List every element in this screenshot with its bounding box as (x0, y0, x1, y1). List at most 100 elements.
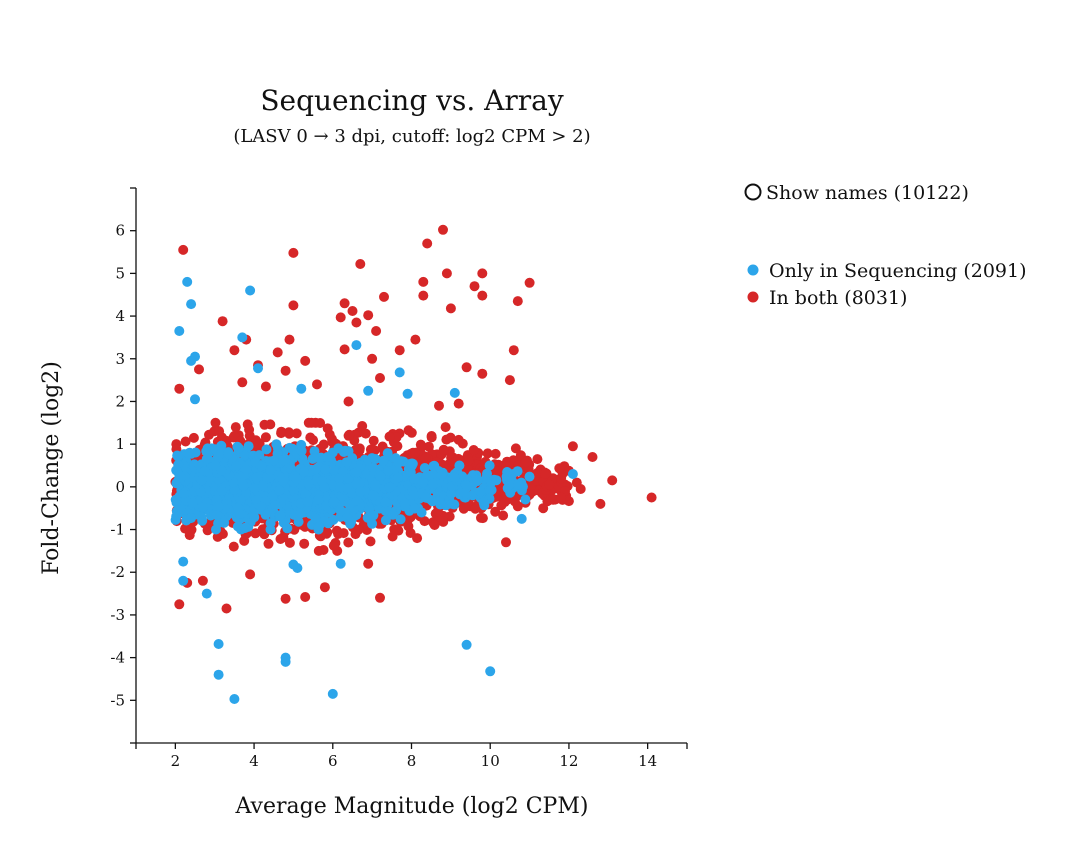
data-point (245, 569, 256, 580)
data-point (567, 469, 578, 479)
data-point (513, 479, 524, 490)
data-point (420, 453, 431, 464)
data-point (482, 448, 493, 459)
data-point (319, 582, 330, 593)
chart-subtitle: (LASV 0 → 3 dpi, cutoff: log2 CPM > 2) (233, 126, 590, 147)
data-point (343, 446, 354, 457)
data-point (496, 500, 507, 511)
data-point (482, 468, 492, 479)
data-point (394, 345, 405, 356)
data-point (284, 334, 295, 345)
data-point (409, 503, 420, 514)
data-point (394, 367, 405, 378)
data-point (393, 457, 404, 468)
y-tick-label: 2 (115, 392, 125, 410)
data-point (271, 439, 282, 450)
data-point (174, 470, 185, 481)
data-point (468, 445, 479, 455)
data-point (441, 268, 452, 279)
data-point (229, 694, 240, 704)
radio-circle-icon[interactable] (744, 183, 762, 201)
data-point (278, 517, 289, 528)
data-point (422, 238, 433, 249)
data-point (490, 506, 501, 517)
data-point (312, 379, 322, 390)
data-point (256, 501, 267, 512)
data-point (173, 451, 184, 462)
data-point (461, 639, 472, 650)
data-point (280, 593, 291, 604)
series-sequencing-only (170, 276, 578, 704)
data-point (242, 419, 253, 430)
data-point (219, 517, 230, 528)
data-point (310, 464, 321, 475)
data-point (383, 466, 394, 476)
show-names-label[interactable]: Show names (10122) (766, 182, 969, 204)
data-point (278, 475, 289, 486)
data-point (317, 476, 328, 487)
data-point (410, 334, 421, 345)
data-point (476, 512, 486, 523)
data-point (504, 375, 515, 386)
data-point (454, 460, 465, 471)
data-point (196, 511, 207, 522)
x-tick-label: 2 (171, 752, 181, 770)
data-point (341, 457, 352, 468)
data-point (461, 480, 472, 491)
data-point (508, 345, 519, 356)
data-point (368, 510, 379, 521)
data-point (172, 495, 183, 506)
data-point (520, 457, 531, 468)
data-point (190, 447, 201, 458)
data-point (363, 310, 374, 321)
data-point (355, 259, 366, 269)
data-point (477, 290, 488, 301)
data-point (438, 224, 448, 235)
data-point (486, 485, 497, 495)
data-point (223, 448, 234, 459)
plot-points (170, 224, 657, 704)
data-point (216, 465, 227, 476)
data-point (313, 521, 324, 532)
data-point (461, 362, 472, 373)
data-point (241, 464, 252, 475)
data-point (318, 545, 329, 555)
x-tick-label: 12 (559, 752, 578, 770)
data-point (295, 508, 306, 519)
data-point (363, 558, 374, 569)
data-point (408, 489, 419, 500)
data-point (418, 290, 429, 301)
data-point (253, 363, 263, 374)
data-point (288, 559, 299, 570)
data-point (280, 656, 291, 667)
data-point (283, 427, 294, 438)
data-point (380, 497, 391, 508)
data-point (449, 472, 460, 483)
data-point (532, 467, 543, 478)
data-point (556, 492, 567, 503)
data-point (418, 477, 429, 488)
data-point (211, 509, 222, 520)
data-point (260, 432, 271, 443)
data-point (343, 537, 354, 548)
data-point (428, 461, 439, 472)
data-point (221, 603, 232, 614)
data-point (380, 515, 391, 526)
data-point (210, 417, 221, 428)
data-point (607, 475, 618, 486)
x-tick-label: 14 (638, 752, 657, 770)
data-point (475, 486, 486, 497)
show-names-toggle[interactable]: Show names (10122) (744, 182, 969, 204)
data-point (544, 479, 555, 490)
data-point (182, 276, 193, 287)
data-point (300, 355, 311, 366)
data-point (250, 435, 261, 446)
data-point (261, 444, 272, 455)
data-point (230, 422, 241, 433)
data-point (250, 528, 261, 539)
data-point (293, 516, 304, 527)
y-tick-label: -2 (110, 563, 125, 581)
data-point (492, 466, 503, 476)
data-point (409, 473, 420, 484)
